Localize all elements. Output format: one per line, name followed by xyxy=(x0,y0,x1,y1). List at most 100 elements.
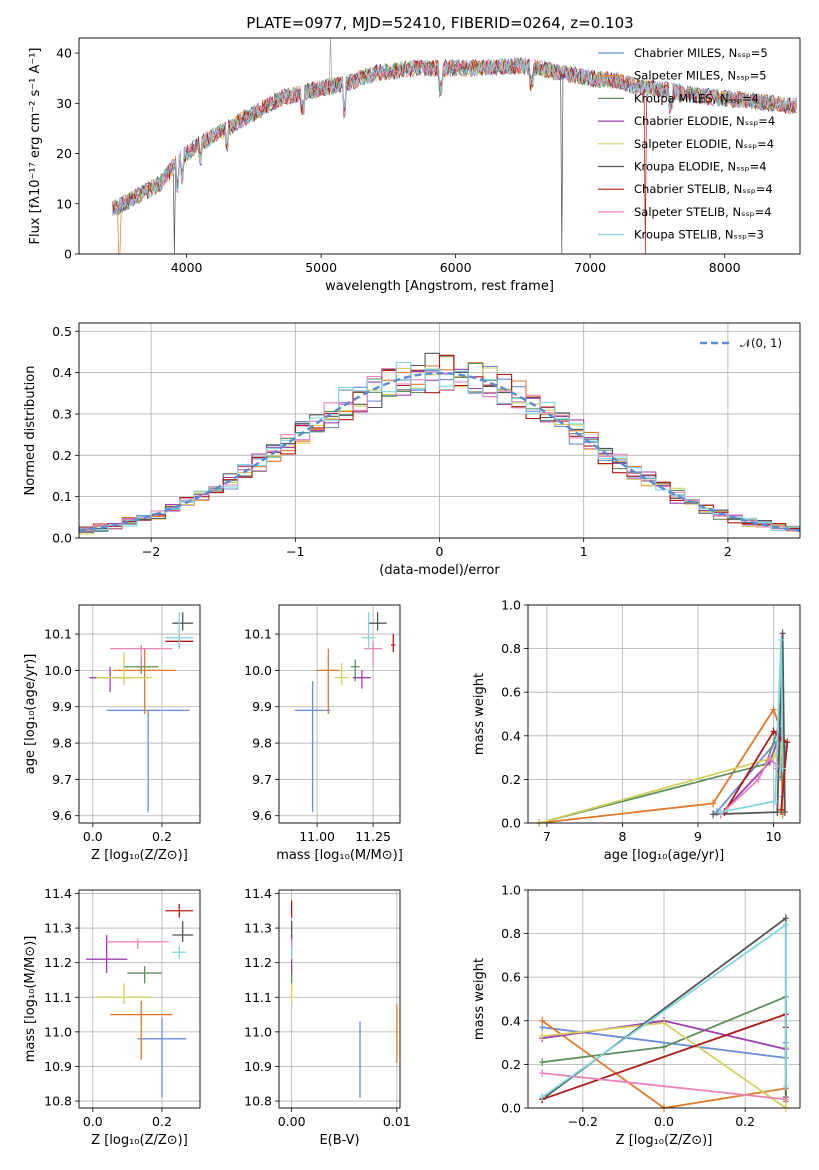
y-tick-label: 11.2 xyxy=(244,955,272,970)
x-tick-label: 7 xyxy=(543,829,551,844)
y-tick-label: 10.1 xyxy=(44,627,72,642)
x-axis-label: (data-model)/error xyxy=(379,563,500,578)
y-tick-label: 1.0 xyxy=(501,598,521,613)
axes-frame xyxy=(78,604,201,824)
spectrum-line xyxy=(112,56,797,254)
y-tick-label: 11.1 xyxy=(44,990,72,1005)
y-tick-label: 20 xyxy=(56,146,72,161)
y-tick-label: 0.4 xyxy=(501,728,521,743)
y-tick-label: 10.1 xyxy=(244,627,272,642)
y-axis-label: age [log₁₀(age/yr)] xyxy=(23,654,38,775)
legend-entry: 𝒩(0, 1) xyxy=(740,336,782,350)
x-tick-label: 0.2 xyxy=(152,1114,172,1129)
x-axis-label: E(B-V) xyxy=(319,1133,359,1148)
y-tick-label: 11.3 xyxy=(44,921,72,936)
x-tick-label: 6000 xyxy=(440,260,472,275)
y-tick-label: 9.6 xyxy=(252,808,272,823)
y-tick-label: 1.0 xyxy=(501,883,521,898)
legend-entry: Chabrier ELODIE, Nₛₛₚ=4 xyxy=(634,114,775,128)
y-tick-label: 9.6 xyxy=(52,808,72,823)
x-tick-label: 11.00 xyxy=(299,829,335,844)
histogram-step xyxy=(79,361,800,532)
axes-frame xyxy=(78,37,801,255)
mass-weight-line xyxy=(539,707,784,823)
x-tick-label: 4000 xyxy=(171,260,203,275)
y-tick-label: 9.8 xyxy=(252,736,272,751)
y-tick-label: 0.3 xyxy=(52,406,72,421)
y-tick-label: 9.8 xyxy=(52,736,72,751)
y-tick-label: 0.0 xyxy=(501,1101,521,1116)
y-tick-label: 9.7 xyxy=(252,772,272,787)
y-tick-label: 10.0 xyxy=(244,663,272,678)
y-tick-label: 0.0 xyxy=(501,816,521,831)
spectrum-line xyxy=(112,57,797,254)
x-tick-label: 10 xyxy=(766,829,782,844)
y-tick-label: 11.1 xyxy=(244,990,272,1005)
y-tick-label: 0.1 xyxy=(52,489,72,504)
y-tick-label: 10.8 xyxy=(244,1094,272,1109)
x-tick-label: 0.2 xyxy=(152,829,172,844)
x-tick-label: 7000 xyxy=(574,260,606,275)
y-tick-label: 9.7 xyxy=(52,772,72,787)
y-tick-label: 30 xyxy=(56,96,72,111)
mass-weight-line xyxy=(720,639,784,813)
y-tick-label: 0.6 xyxy=(501,970,521,985)
x-tick-label: 0 xyxy=(436,544,444,559)
legend-entry: Chabrier MILES, Nₛₛₚ=5 xyxy=(634,46,768,60)
y-tick-label: 0 xyxy=(64,247,72,262)
x-tick-label: −2 xyxy=(142,544,160,559)
x-tick-label: 5000 xyxy=(305,260,337,275)
x-tick-label: 8 xyxy=(618,829,626,844)
x-axis-label: wavelength [Angstrom, rest frame] xyxy=(325,279,554,294)
x-axis-label: Z [log₁₀(Z/Z⊙)] xyxy=(91,1133,188,1148)
axes-frame xyxy=(78,889,201,1109)
legend-entry: Salpeter MILES, Nₛₛₚ=5 xyxy=(634,69,767,83)
y-tick-label: 0.8 xyxy=(501,641,521,656)
legend-entry: Kroupa MILES, Nₛₛₚ=4 xyxy=(634,91,759,105)
y-tick-label: 40 xyxy=(56,46,72,61)
x-tick-label: −0.2 xyxy=(568,1114,598,1129)
x-axis-label: mass [log₁₀(M/M⊙)] xyxy=(276,848,403,863)
x-tick-label: 0.0 xyxy=(83,1114,103,1129)
axes-frame xyxy=(278,889,401,1109)
legend-entry: Salpeter STELIB, Nₛₛₚ=4 xyxy=(634,205,772,219)
x-axis-label: Z [log₁₀(Z/Z⊙)] xyxy=(91,848,188,863)
axes-frame xyxy=(527,889,801,1109)
x-axis-label: age [log₁₀(age/yr)] xyxy=(604,848,725,863)
x-tick-label: 0.0 xyxy=(83,829,103,844)
y-axis-label: Normed distribution xyxy=(23,366,38,496)
legend-entry: Salpeter ELODIE, Nₛₛₚ=4 xyxy=(634,137,774,151)
mass-weight-line xyxy=(539,739,784,823)
normal-curve xyxy=(78,371,801,532)
x-tick-label: 11.25 xyxy=(355,829,391,844)
y-tick-label: 11.4 xyxy=(44,886,72,901)
y-tick-label: 0.5 xyxy=(52,324,72,339)
y-tick-label: 11.0 xyxy=(44,1024,72,1039)
y-axis-label: Flux [fλ10⁻¹⁷ erg cm⁻² s⁻¹ A⁻¹] xyxy=(28,48,43,245)
x-tick-label: −1 xyxy=(286,544,304,559)
y-tick-label: 10.0 xyxy=(44,663,72,678)
axes-frame xyxy=(278,604,401,824)
y-tick-label: 10 xyxy=(56,196,72,211)
y-tick-label: 0.2 xyxy=(501,1057,521,1072)
y-tick-label: 11.2 xyxy=(44,955,72,970)
y-tick-label: 0.2 xyxy=(501,772,521,787)
y-tick-label: 11.0 xyxy=(244,1024,272,1039)
x-tick-label: 0.01 xyxy=(383,1114,411,1129)
x-tick-label: 0.0 xyxy=(654,1114,674,1129)
x-tick-label: 1 xyxy=(580,544,588,559)
y-tick-label: 0.6 xyxy=(501,685,521,700)
x-tick-label: 9 xyxy=(694,829,702,844)
y-tick-label: 10.8 xyxy=(44,1094,72,1109)
x-tick-label: 2 xyxy=(724,544,732,559)
legend-entry: Chabrier STELIB, Nₛₛₚ=4 xyxy=(634,182,773,196)
y-tick-label: 0.0 xyxy=(52,531,72,546)
y-tick-label: 11.3 xyxy=(244,921,272,936)
x-axis-label: Z [log₁₀(Z/Z⊙)] xyxy=(616,1133,713,1148)
legend-entry: Kroupa STELIB, Nₛₛₚ=3 xyxy=(634,228,764,242)
y-tick-label: 0.8 xyxy=(501,926,521,941)
y-tick-label: 11.4 xyxy=(244,886,272,901)
y-axis-label: mass weight xyxy=(472,673,487,755)
y-axis-label: mass weight xyxy=(472,958,487,1040)
